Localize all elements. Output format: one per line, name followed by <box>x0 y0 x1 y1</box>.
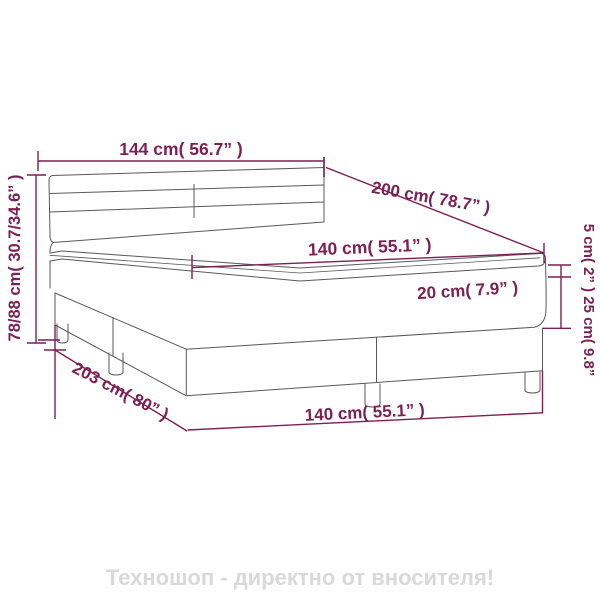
svg-text:5 cm( 2” ) 25 cm( 9.8”: 5 cm( 2” ) 25 cm( 9.8” <box>580 224 597 377</box>
svg-text:78/88 cm( 30.7/34.6” ): 78/88 cm( 30.7/34.6” ) <box>6 175 24 342</box>
svg-text:144 cm( 56.7” ): 144 cm( 56.7” ) <box>119 139 243 159</box>
svg-text:Техношоп - директно от вносите: Техношоп - директно от вносителя! <box>106 565 494 590</box>
